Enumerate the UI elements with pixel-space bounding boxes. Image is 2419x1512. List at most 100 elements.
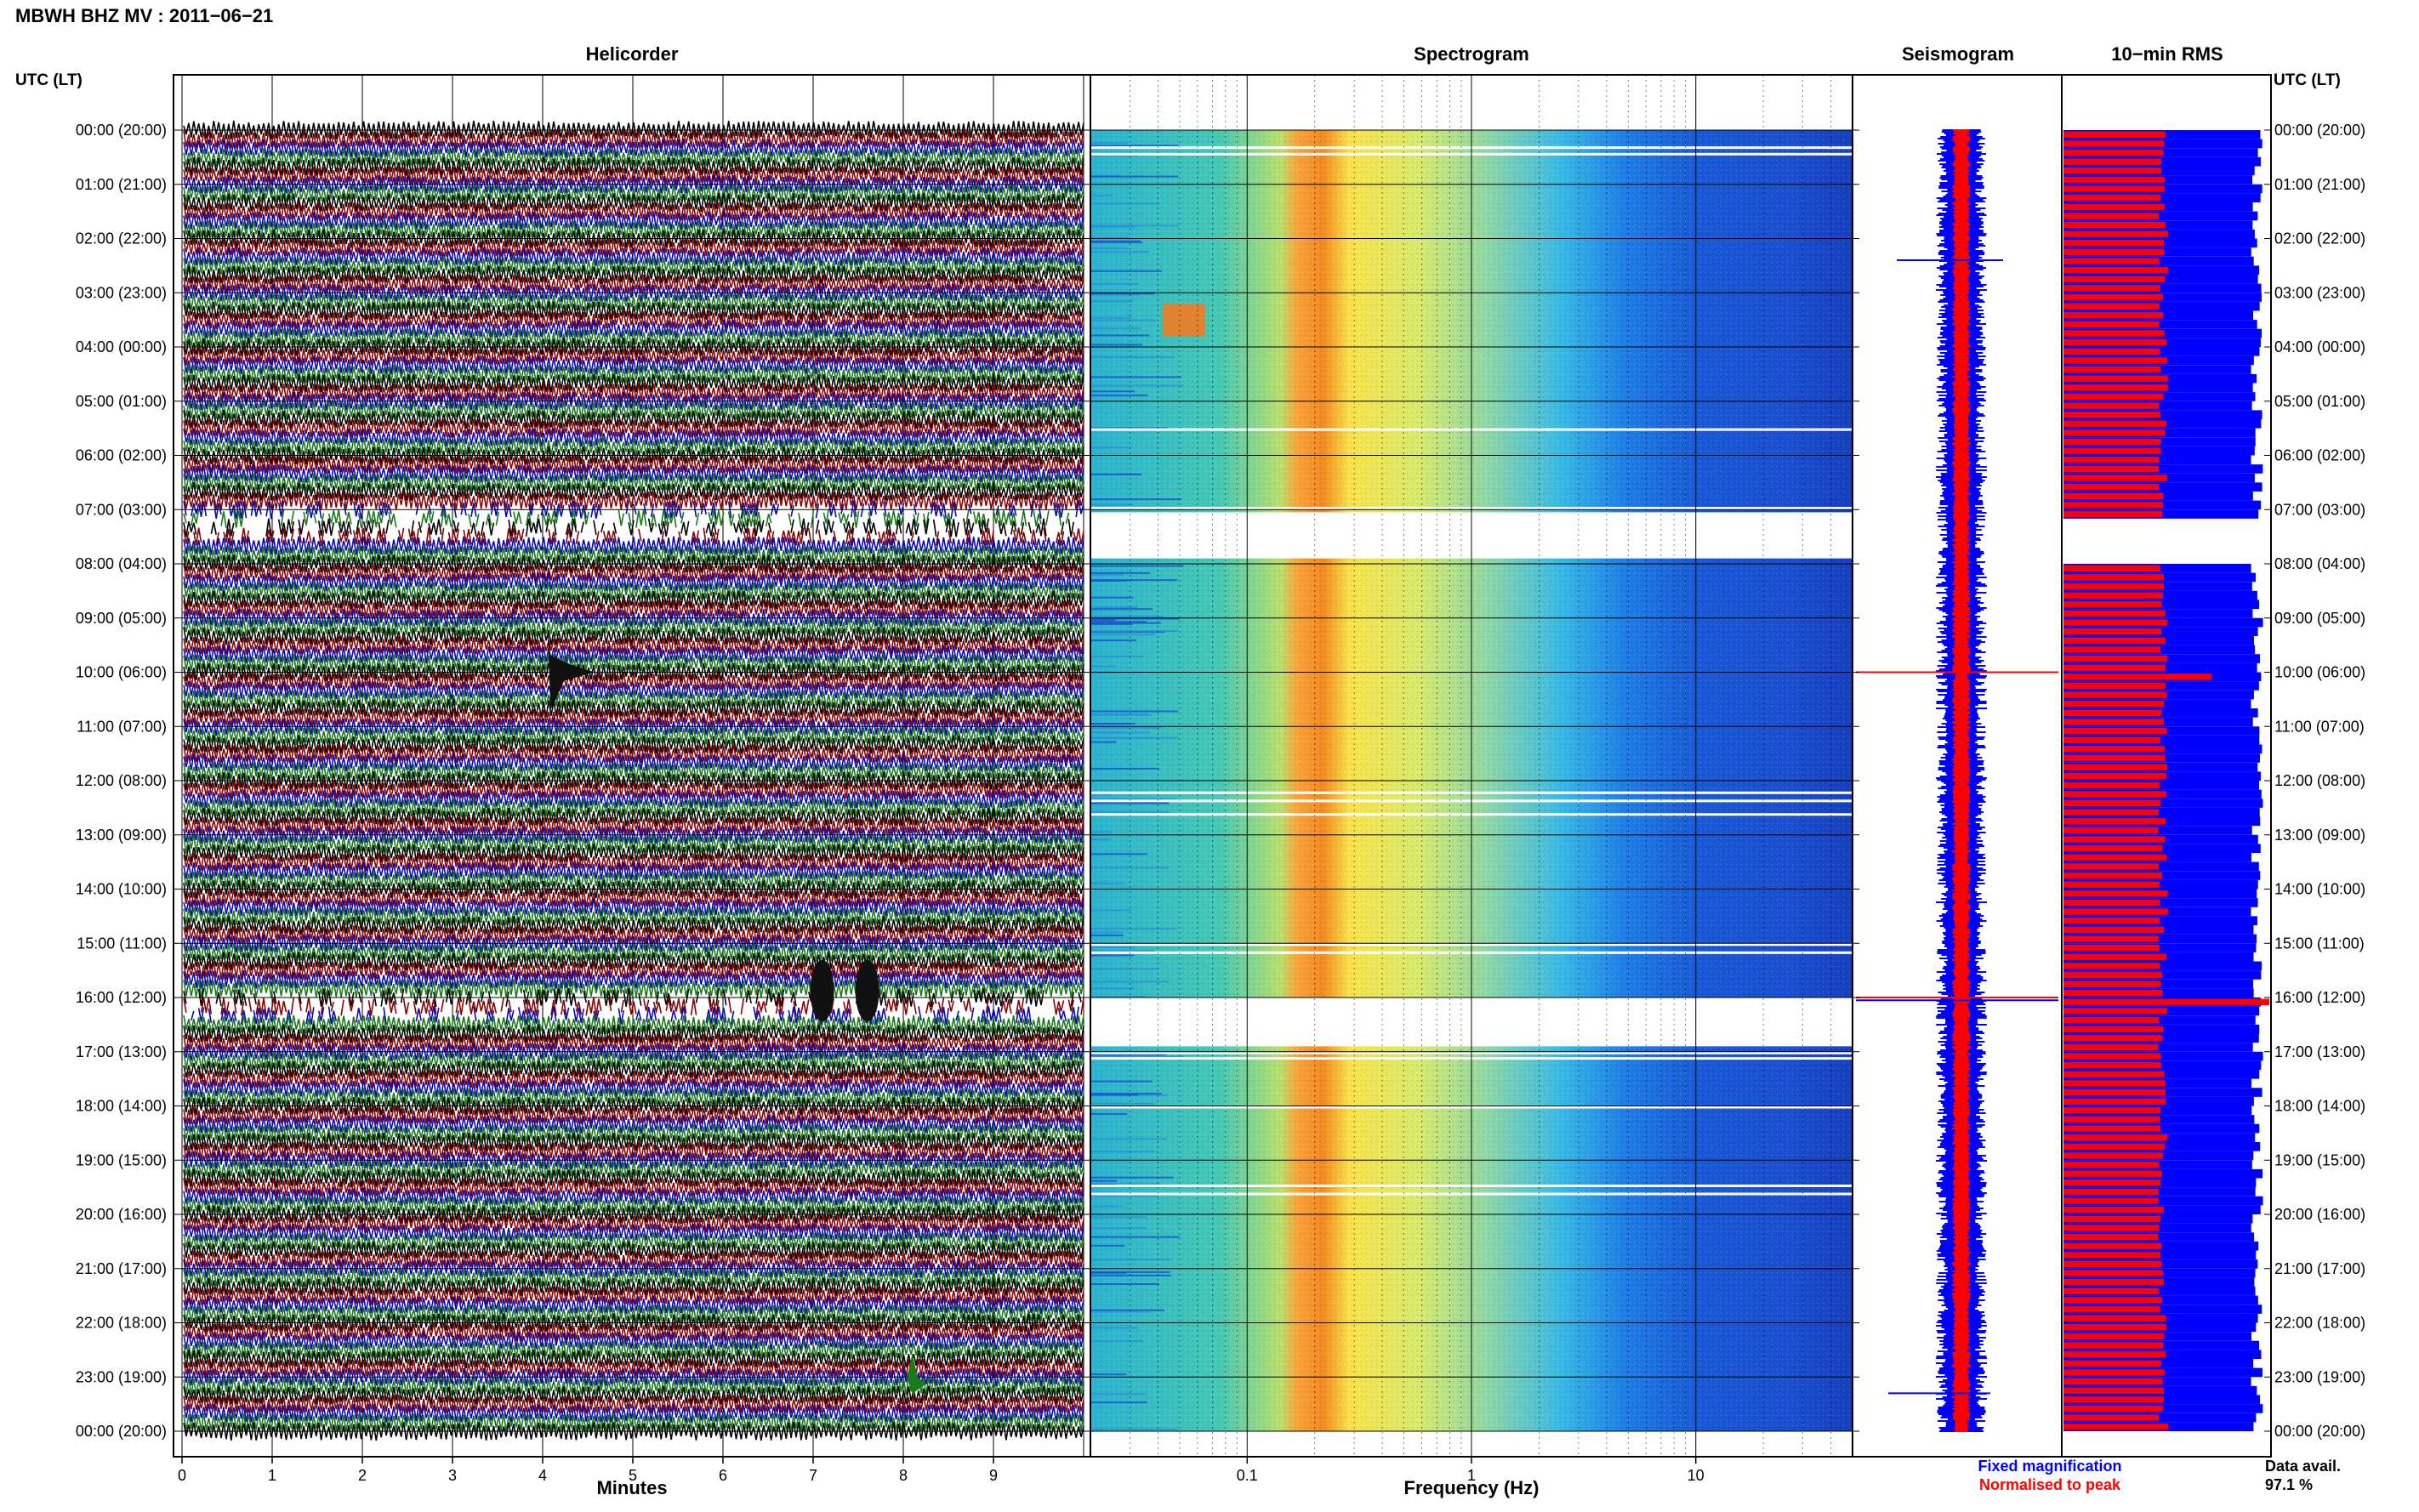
spectrogram-streak: [1090, 1054, 1166, 1056]
rms-bar-normalised: [2063, 502, 2164, 509]
rms-bar-normalised: [2063, 971, 2163, 979]
hour-label-right: 19:00 (15:00): [2274, 1151, 2365, 1168]
rms-bar-normalised: [2063, 492, 2164, 500]
rms-bar-normalised: [2063, 1206, 2164, 1214]
data-availability-label: Data avail.: [2265, 1458, 2341, 1475]
helicorder-trace: [183, 373, 1084, 393]
rms-bar-normalised: [2063, 1043, 2159, 1051]
hour-label-left: 06:00 (02:00): [76, 447, 167, 464]
spectrogram-streak: [1090, 376, 1181, 378]
helicorder-trace: [183, 1186, 1084, 1206]
spectrogram-streak: [1090, 1393, 1146, 1395]
spectrogram-streak: [1090, 622, 1133, 625]
rms-bar-normalised: [2063, 601, 2162, 608]
helicorder-trace: [183, 545, 1084, 565]
spectrogram-streak: [1090, 225, 1180, 227]
rms-bar-normalised: [2063, 1252, 2161, 1259]
spectrogram-streak: [1090, 1282, 1159, 1285]
rms-bar-normalised: [2063, 168, 2162, 174]
helicorder-trace: [183, 211, 1084, 230]
hour-label-right: 06:00 (02:00): [2274, 447, 2365, 464]
helicorder-trace: [183, 798, 1084, 818]
rms-bar-fixed: [2063, 193, 2261, 202]
spectrogram-streak: [1090, 1340, 1144, 1343]
helicorder-trace: [183, 364, 1084, 384]
helicorder-trace: [183, 1078, 1084, 1098]
spectrogram-streak: [1090, 1259, 1172, 1261]
hour-label-left: 20:00 (16:00): [76, 1206, 167, 1223]
rms-panel: [2061, 74, 2272, 1458]
helicorder-trace: [183, 626, 1084, 646]
spectrogram-streak: [1090, 1309, 1164, 1311]
spectrogram-streak: [1090, 802, 1170, 804]
rms-bar-normalised: [2063, 565, 2160, 572]
rms-bar-normalised: [2063, 1360, 2161, 1367]
spectrogram-streak: [1090, 1080, 1153, 1083]
helicorder-x-tick-label: 5: [629, 1467, 637, 1484]
rms-bar-normalised: [2063, 1287, 2160, 1295]
helicorder-trace: [183, 310, 1084, 330]
rms-bar-normalised: [2063, 1233, 2159, 1241]
helicorder-trace: [183, 166, 1084, 185]
helicorder-trace: [183, 979, 1084, 998]
hour-label-left: 14:00 (10:00): [76, 881, 167, 898]
helicorder-trace: [183, 1159, 1084, 1179]
spectrogram-streak: [1090, 968, 1159, 970]
hour-label-left: 07:00 (03:00): [76, 501, 167, 518]
helicorder-trace: [183, 690, 1084, 709]
rms-bar-fixed: [2063, 799, 2263, 808]
rms-bar-normalised: [2063, 619, 2168, 626]
helicorder-trace: [183, 1204, 1084, 1225]
rms-bar-normalised: [2063, 854, 2167, 861]
rms-bar-normalised: [2063, 194, 2161, 202]
spectrogram-streak: [1090, 1270, 1170, 1273]
helicorder-trace: [183, 698, 1084, 719]
rms-bar-normalised: [2063, 149, 2164, 156]
hour-label-left: 11:00 (07:00): [77, 718, 167, 735]
helicorder-trace: [183, 328, 1084, 348]
hour-label-right: 04:00 (00:00): [2274, 338, 2365, 355]
spectrogram-streak: [1090, 1176, 1174, 1179]
rms-bar-fixed: [2063, 464, 2263, 474]
helicorder-trace: [183, 1313, 1084, 1333]
rms-bar-normalised: [2063, 908, 2169, 915]
spectrogram-streak: [1090, 621, 1147, 623]
helicorder-trace: [183, 762, 1084, 782]
helicorder-trace: [183, 481, 1084, 502]
hour-label-right: 14:00 (10:00): [2274, 881, 2365, 898]
helicorder-trace: [183, 743, 1084, 764]
rms-bar-normalised: [2063, 1242, 2162, 1249]
helicorder-trace: [183, 1385, 1084, 1405]
rms-bar-normalised: [2063, 1414, 2160, 1421]
rms-bar-fixed: [2063, 283, 2262, 293]
spectrogram-streak: [1090, 1179, 1118, 1182]
helicorder-trace: [183, 129, 1084, 149]
spectrogram-streak: [1090, 810, 1170, 813]
rms-bar-normalised: [2063, 447, 2161, 454]
spectrogram-streak: [1090, 579, 1177, 582]
spectrogram-streak: [1090, 356, 1175, 359]
helicorder-trace: [183, 1087, 1084, 1106]
helicorder-trace: [183, 219, 1084, 240]
hour-label-left: 22:00 (18:00): [76, 1315, 167, 1332]
spectrogram-streak: [1090, 394, 1148, 396]
rms-bar-fixed: [2063, 482, 2262, 492]
spectrogram-streak: [1090, 928, 1177, 930]
helicorder-trace: [183, 1250, 1084, 1270]
helicorder-event-4: [907, 1353, 926, 1395]
helicorder-trace: [183, 184, 1084, 203]
rms-bar-normalised: [2063, 393, 2164, 401]
spectrogram-streak: [1090, 1151, 1155, 1153]
spectrogram-streak: [1090, 390, 1136, 393]
spectrogram-streak: [1090, 831, 1113, 833]
helicorder-trace: [183, 536, 1084, 555]
spectrogram-streak: [1090, 617, 1181, 620]
spectrogram-streak: [1090, 665, 1115, 668]
rms-bar-normalised: [2063, 989, 2163, 997]
helicorder-trace: [183, 888, 1084, 908]
rms-bar-normalised: [2063, 366, 2161, 373]
helicorder-trace: [183, 491, 1084, 510]
spectrogram-x-tick-label: 10: [1688, 1467, 1705, 1484]
hour-label-right: 07:00 (03:00): [2274, 501, 2365, 518]
